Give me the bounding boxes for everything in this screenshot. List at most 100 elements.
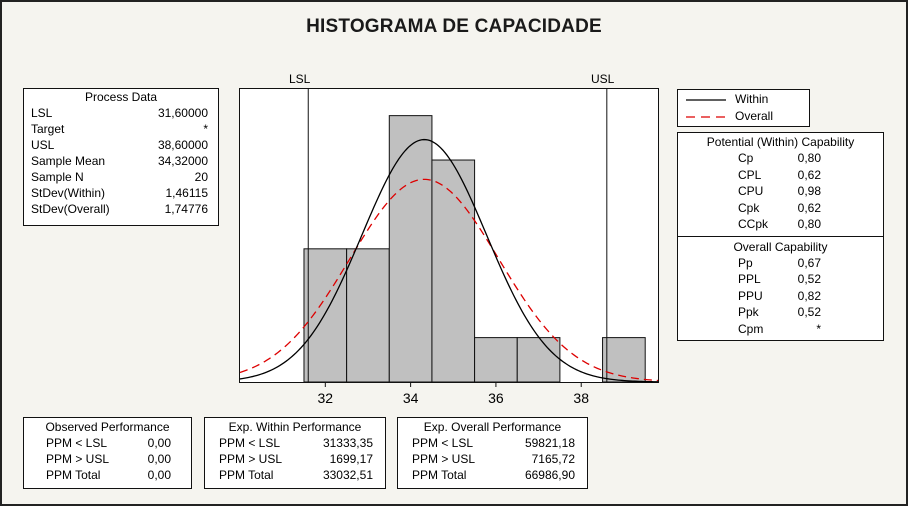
exp-within-performance-row-value: 1699,17 [329, 452, 373, 466]
potential-capability-row: Cp 0,80 [678, 150, 883, 167]
overall-capability-row-label: Cpm [738, 321, 764, 336]
overall-capability-row: Ppk 0,52 [678, 304, 883, 321]
histogram-plot-area: 32 34 36 38 [239, 88, 659, 406]
exp-within-performance-row: PPM Total 33032,51 [205, 467, 385, 483]
process-data-row-value: 31,60000 [157, 106, 208, 120]
exp-overall-performance-row-label: PPM < LSL [412, 436, 474, 450]
process-data-row: StDev(Overall) 1,74776 [24, 201, 218, 217]
potential-capability-row-label: CPU [738, 184, 764, 198]
potential-capability-row-label: Cp [738, 151, 754, 165]
potential-heading: Potential (Within) Capability [706, 135, 855, 149]
process-data-row-label: Sample Mean [31, 154, 106, 168]
process-data-row-value: 1,46115 [165, 186, 209, 200]
exp-within-performance-row-value: 33032,51 [322, 468, 373, 482]
exp-overall-performance-row-value: 59821,18 [524, 436, 575, 450]
process-data-row-value: 20 [194, 170, 208, 184]
process-data-row: Target * [24, 121, 218, 137]
overall-capability-row-label: PPL [738, 272, 761, 286]
within-curve [239, 138, 659, 383]
process-data-row-value: * [203, 122, 208, 136]
potential-capability-row-value: 0,80 [797, 217, 821, 231]
process-data-row: LSL 31,60000 [24, 105, 218, 121]
overall-capability-heading: Overall Capability [733, 239, 828, 254]
x-tick-label: 32 [318, 390, 334, 406]
observed-performance-panel: Observed Performance PPM < LSL 0,00 PPM > … [23, 417, 192, 489]
observed-performance-row: PPM < LSL 0,00 [24, 435, 191, 451]
exp-within-performance-row: PPM > USL 1699,17 [205, 451, 385, 467]
histogram-bar [388, 115, 433, 383]
exp-within-performance-row-label: PPM Total [219, 468, 274, 482]
report-title: HISTOGRAMA DE CAPACIDADE [306, 16, 602, 37]
exp-within-performance-row: PPM < LSL 31333,35 [205, 435, 385, 451]
potential-capability-row-label: CCpk [738, 217, 769, 231]
legend: Within Overall [677, 89, 810, 127]
observed-performance-row-label: PPM Total [46, 468, 101, 482]
process-data-row-value: 38,60000 [157, 138, 208, 152]
legend-overall-label: Overall [735, 109, 774, 123]
lsl-label: LSL [289, 72, 311, 86]
potential-capability-row: Cpk 0,62 [678, 200, 883, 217]
process-data-row: USL 38,60000 [24, 137, 218, 153]
capability-panel: Potential (Within) Capability Cp 0,80 CPL 0… [677, 132, 884, 341]
process-data-row: StDev(Within) 1,46115 [24, 185, 218, 201]
potential-capability-row-value: 0,62 [797, 200, 821, 215]
process-data-heading: Process Data [84, 90, 158, 104]
x-tick-label: 34 [403, 390, 419, 406]
exp-overall-performance-row: PPM < LSL 59821,18 [398, 435, 587, 451]
process-data-panel: Process Data LSL 31,60000 Target * USL 38,600… [23, 88, 219, 226]
overall-capability-row-label: Ppk [738, 305, 759, 319]
exp-overall-performance-row-label: PPM Total [412, 468, 467, 482]
potential-capability-row-label: CPL [738, 167, 762, 182]
observed-performance-row: PPM > USL 0,00 [24, 451, 191, 467]
exp-overall-performance-row-value: 66986,90 [524, 468, 575, 482]
exp-overall-performance-row: PPM Total 66986,90 [398, 467, 587, 483]
potential-capability-row: CPL 0,62 [678, 167, 883, 184]
process-data-row-label: Sample N [31, 170, 84, 184]
histogram-bar [516, 337, 561, 383]
exp-within-performance-panel: Exp. Within Performance PPM < LSL 31333,3… [204, 417, 386, 489]
exp-overall-performance-row-label: PPM > USL [412, 452, 476, 466]
x-tick-label: 36 [488, 390, 504, 406]
overall-capability-row: PPU 0,82 [678, 288, 883, 305]
process-data-row-label: USL [31, 138, 55, 152]
observed-heading: Observed Performance [45, 420, 170, 434]
histogram-bar [303, 248, 348, 383]
process-data-row: Sample N 20 [24, 169, 218, 185]
histogram-svg: 32 34 36 38 [239, 89, 659, 406]
histogram-bar [602, 337, 646, 383]
potential-capability-row-value: 0,62 [797, 167, 821, 182]
histogram-bar [346, 248, 390, 383]
potential-capability-row: CPU 0,98 [678, 183, 883, 200]
histogram-bar [431, 159, 476, 383]
exp-within-performance-row-label: PPM < LSL [219, 436, 281, 450]
overall-capability-row: Pp 0,67 [678, 255, 883, 272]
exp-overall-performance-panel: Exp. Overall Performance PPM < LSL 59821,… [397, 417, 588, 489]
overall-capability-row-value: * [816, 321, 821, 336]
overall-capability-row-value: 0,52 [797, 272, 821, 286]
overall-curve [239, 178, 659, 382]
observed-performance-row: PPM Total 0,00 [24, 467, 191, 483]
exp-overall-performance-row-value: 7165,72 [531, 452, 575, 466]
overall-capability-row-value: 0,67 [797, 255, 821, 270]
exp-within-performance-row-value: 31333,35 [322, 436, 373, 450]
overall-capability-row-label: PPU [738, 288, 763, 303]
observed-performance-row-label: PPM < LSL [46, 436, 108, 450]
overall-capability-row-value: 0,52 [797, 305, 821, 319]
observed-performance-row-value: 0,00 [147, 468, 171, 482]
potential-capability-row: CCpk 0,80 [678, 216, 883, 233]
overall-capability-row: PPL 0,52 [678, 271, 883, 288]
observed-performance-row-value: 0,00 [147, 436, 171, 450]
exp-within-heading: Exp. Within Performance [228, 420, 362, 434]
potential-capability-row-value: 0,80 [797, 151, 821, 165]
exp-overall-performance-row: PPM > USL 7165,72 [398, 451, 587, 467]
exp-overall-heading: Exp. Overall Performance [423, 420, 562, 434]
potential-capability-row-label: Cpk [738, 200, 760, 215]
process-data-row-label: StDev(Overall) [31, 202, 110, 216]
process-data-row-value: 1,74776 [164, 202, 208, 216]
usl-label: USL [591, 72, 615, 86]
exp-within-performance-row-label: PPM > USL [219, 452, 283, 466]
process-data-row-value: 34,32000 [157, 154, 208, 168]
overall-capability-row-label: Pp [738, 255, 753, 270]
legend-within-label: Within [735, 92, 769, 106]
